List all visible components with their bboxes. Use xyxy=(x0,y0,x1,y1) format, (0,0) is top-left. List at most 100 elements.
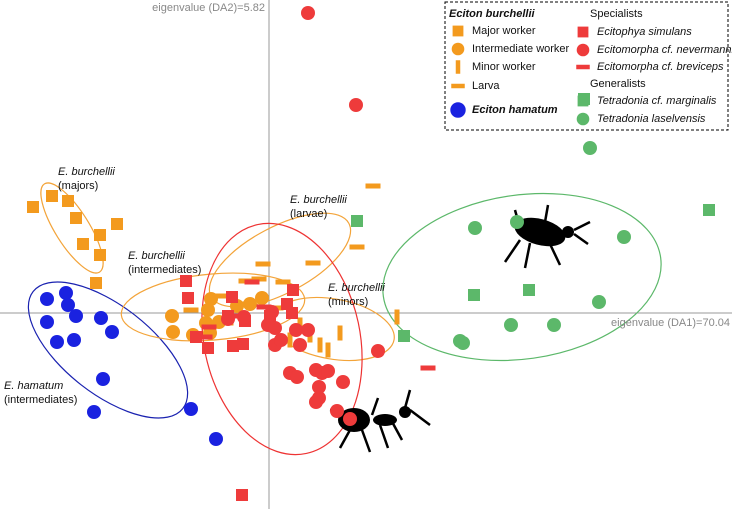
point xyxy=(251,276,267,282)
point xyxy=(592,295,606,309)
annotation-species: E. burchellii xyxy=(128,250,185,262)
legend-label: Ecitophya simulans xyxy=(597,26,692,38)
series xyxy=(221,6,385,426)
legend-label: Eciton hamatum xyxy=(472,104,558,116)
y-axis-label: eigenvalue (DA2)=5.82 xyxy=(152,2,265,14)
point xyxy=(468,221,482,235)
legend-label: Ecitomorpha cf. breviceps xyxy=(597,61,724,73)
point xyxy=(351,215,363,227)
point xyxy=(40,292,54,306)
series xyxy=(27,190,123,289)
series xyxy=(197,279,436,371)
point xyxy=(201,303,215,317)
point xyxy=(349,98,363,112)
point xyxy=(305,260,321,266)
point xyxy=(94,249,106,261)
point xyxy=(94,311,108,325)
legend-item: Major worker xyxy=(452,25,536,37)
legend-marker xyxy=(455,60,461,74)
point xyxy=(197,334,213,340)
point xyxy=(232,313,248,319)
annotation-species: E. hamatum xyxy=(4,380,63,392)
point xyxy=(290,370,304,384)
point xyxy=(184,402,198,416)
point xyxy=(212,293,228,299)
legend-item: Ecitophya simulans xyxy=(577,26,692,38)
point xyxy=(420,365,436,371)
point xyxy=(237,338,249,350)
point xyxy=(365,183,381,189)
point xyxy=(221,312,235,326)
point xyxy=(617,230,631,244)
point xyxy=(111,218,123,230)
legend-item: Tetradonia cf. marginalis xyxy=(577,95,717,107)
point xyxy=(77,238,89,250)
legend-item: Ecitomorpha cf. nevermanni xyxy=(576,43,732,57)
point xyxy=(227,340,239,352)
point xyxy=(343,412,357,426)
point xyxy=(504,318,518,332)
annotation-group: (majors) xyxy=(58,180,98,192)
series xyxy=(40,286,223,446)
point xyxy=(67,333,81,347)
point xyxy=(275,279,291,285)
point xyxy=(286,307,298,319)
ellipse xyxy=(40,182,104,274)
point xyxy=(166,325,180,339)
beetle-silhouette xyxy=(503,204,591,269)
legend-marker xyxy=(576,43,590,57)
point xyxy=(293,338,307,352)
legend-item: Minor worker xyxy=(455,60,536,74)
series xyxy=(351,93,715,342)
point xyxy=(330,404,344,418)
legend-label: Major worker xyxy=(472,25,536,37)
point xyxy=(46,190,58,202)
point xyxy=(523,284,535,296)
point xyxy=(182,292,194,304)
annotation-group: (larvae) xyxy=(290,208,327,220)
point xyxy=(312,380,326,394)
legend-marker xyxy=(451,42,465,56)
point xyxy=(398,330,410,342)
annotation-species: E. burchellii xyxy=(58,166,115,178)
point xyxy=(180,275,192,287)
point xyxy=(62,195,74,207)
point xyxy=(453,334,467,348)
point xyxy=(165,309,179,323)
legend-label: Larva xyxy=(472,80,500,92)
ellipse xyxy=(382,192,662,362)
legend-header: Generalists xyxy=(590,78,646,90)
legend-label: Intermediate worker xyxy=(472,43,570,55)
point xyxy=(183,307,199,313)
point xyxy=(255,291,269,305)
point xyxy=(301,6,315,20)
ellipse xyxy=(201,222,363,456)
legend-item: Tetradonia laselvensis xyxy=(576,112,706,126)
point xyxy=(510,215,524,229)
legend-item: Intermediate worker xyxy=(451,42,570,56)
x-axis-label: eigenvalue (DA1)=70.04 xyxy=(611,317,730,329)
legend-marker xyxy=(451,83,465,89)
point xyxy=(547,318,561,332)
point xyxy=(243,297,257,311)
legend-marker xyxy=(576,64,590,70)
point xyxy=(231,301,247,307)
annotation-species: E. burchellii xyxy=(290,194,347,206)
point xyxy=(268,321,282,335)
point xyxy=(236,489,248,501)
point xyxy=(371,344,385,358)
legend-item: Ecitomorpha cf. breviceps xyxy=(576,61,724,73)
point xyxy=(105,325,119,339)
annotation-group: (intermediates) xyxy=(128,264,201,276)
point xyxy=(27,201,39,213)
legend-label: Ecitomorpha cf. nevermanni xyxy=(597,44,732,56)
point xyxy=(321,364,335,378)
annotation-group: (minors) xyxy=(328,296,368,308)
point xyxy=(255,261,271,267)
point xyxy=(96,372,110,386)
point xyxy=(244,279,260,285)
annotation-group: (intermediates) xyxy=(4,394,77,406)
point xyxy=(209,432,223,446)
